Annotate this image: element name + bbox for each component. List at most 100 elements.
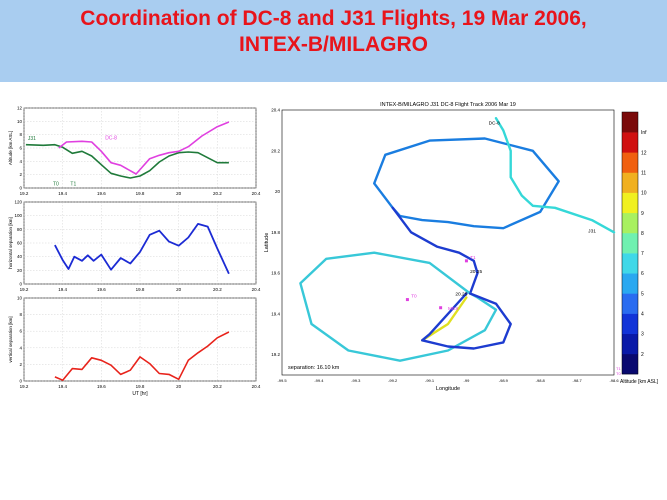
separation-label: separation: 16.10 km — [288, 365, 340, 371]
y-tick-label: 19.4 — [271, 311, 280, 316]
vertical-separation-chart: 19.2 19.4 19.6 19.8 20 20.2 20.4 0 2 4 6 8 10 vertica… — [8, 296, 261, 398]
colorbar-segment — [622, 273, 638, 294]
x-tick-label: 20.2 — [213, 384, 222, 389]
colorbar-tick-label: 8 — [641, 231, 644, 237]
y-tick-label: 0 — [19, 282, 22, 287]
map-point-mex — [439, 306, 443, 310]
x-tick-label: -99.1 — [425, 378, 435, 383]
colorbar-segment — [622, 232, 638, 254]
y-axis-label: Latitude — [264, 233, 270, 253]
colorbar-tick-label: 12 — [641, 150, 647, 156]
series-line-dc-8 — [58, 121, 230, 175]
x-tick-label: 19.4 — [58, 191, 67, 196]
colorbar-tick-label: 2 — [641, 352, 644, 358]
y-tick-label: 2 — [19, 172, 22, 177]
colorbar-tick-label: 6 — [641, 271, 644, 277]
colorbar-tick-label: 10 — [641, 191, 647, 197]
y-tick-label: 40 — [17, 254, 23, 259]
y-tick-label: 100 — [14, 213, 22, 218]
colorbar-tick-label: Inf — [641, 130, 647, 136]
y-tick-label: 20 — [275, 189, 281, 194]
colorbar-segment — [622, 152, 638, 173]
flight-track-j31-east-loop — [421, 292, 512, 350]
map-plot-area — [281, 109, 615, 376]
colorbar-tick-label: 11 — [641, 170, 646, 176]
annotation-label: T1 — [70, 181, 76, 187]
annotation-label: J31 — [28, 136, 36, 142]
altitude-chart: 19.2 19.4 19.6 19.8 20 20.2 20.4 0 2 4 6 8 10 12 Altit… — [8, 106, 261, 197]
y-tick-label: 8 — [19, 132, 22, 137]
y-tick-label: 10 — [17, 119, 23, 124]
x-tick-label: -99.2 — [388, 378, 398, 383]
x-tick-label: 19.4 — [58, 384, 67, 389]
x-axis-label: UT [hr] — [132, 391, 148, 397]
map-annotation: MEX — [448, 306, 459, 312]
figure: 19.2 19.4 19.6 19.8 20 20.2 20.4024681012Altit… — [8, 102, 659, 398]
annotation-label: T0 — [53, 181, 59, 187]
y-tick-label: 12 — [17, 106, 23, 111]
x-tick-label: -99.3 — [351, 378, 361, 383]
y-tick-label: 6 — [19, 329, 22, 334]
colorbar-tick-label: 5 — [641, 291, 644, 297]
x-tick-label: -99.4 — [314, 378, 324, 383]
y-tick-label: 60 — [17, 241, 23, 246]
colorbar-tick-label: 7 — [641, 251, 644, 257]
horizontal-separation-chart: 19.2 19.4 19.6 19.8 20 20.2 20.4 0 20 40 60 80 100 12… — [8, 200, 261, 293]
y-tick-label: 10 — [17, 296, 23, 301]
y-axis-label: horizontal separation [km] — [8, 217, 13, 269]
slide-title: Coordination of DC-8 and J31 Flights, 19… — [0, 6, 667, 58]
x-tick-label: -98.8 — [536, 378, 546, 383]
x-tick-label: 19.8 — [136, 287, 145, 292]
title-banner — [0, 0, 667, 82]
colorbar-segment — [622, 212, 638, 234]
x-tick-label: -98.7 — [573, 378, 583, 383]
flight-track-dc-8-inbound — [494, 117, 616, 234]
x-tick-label: 19.6 — [97, 287, 106, 292]
x-tick-label: 19.8 — [136, 384, 145, 389]
slide-title-line-1: Coordination of DC-8 and J31 Flights, 19… — [80, 7, 587, 30]
y-tick-label: 19.2 — [271, 352, 280, 357]
colorbar-segment — [622, 353, 638, 375]
x-tick-label: 19.4 — [58, 287, 67, 292]
x-tick-label: 20.2 — [213, 191, 222, 196]
x-tick-label: 20.4 — [252, 191, 261, 196]
x-tick-label: 19.2 — [20, 287, 29, 292]
colorbar-segment — [622, 192, 638, 214]
flight-track-dc-8-north-loop — [373, 137, 560, 230]
x-tick-label: 19.6 — [97, 191, 106, 196]
series-line-horizontal — [54, 222, 230, 275]
y-tick-label: 80 — [17, 227, 23, 232]
x-tick-label: -98.9 — [499, 378, 509, 383]
y-tick-label: 8 — [19, 312, 22, 317]
colorbar-segment — [622, 293, 638, 314]
colorbar-segment — [622, 132, 638, 153]
y-tick-label: 20.4 — [271, 108, 280, 113]
x-tick-label: 20 — [176, 287, 182, 292]
y-tick-label: 120 — [14, 200, 22, 205]
colorbar-marker: T0 — [616, 371, 621, 376]
y-tick-label: 0 — [19, 186, 22, 191]
y-axis-label: vertical separation [km] — [8, 316, 13, 362]
x-tick-label: -98.6 — [609, 378, 619, 383]
colorbar-segment — [622, 333, 638, 355]
colorbar-tick-label: 9 — [641, 211, 644, 217]
x-tick-label: 20 — [176, 384, 182, 389]
y-tick-label: 20 — [17, 268, 23, 273]
map-annotation: J31 — [588, 228, 596, 234]
x-tick-label: 20 — [176, 191, 182, 196]
y-tick-label: 20.2 — [271, 148, 280, 153]
colorbar-tick-label: 4 — [641, 312, 644, 318]
y-tick-label: 6 — [19, 146, 22, 151]
colorbar-marker: T1 — [616, 366, 621, 371]
map-annotation: 20.25 — [470, 269, 482, 275]
x-tick-label: 19.2 — [20, 384, 29, 389]
series-line-j31 — [25, 143, 229, 179]
y-tick-label: 2 — [19, 362, 22, 367]
map-annotation: 20.25 — [455, 292, 467, 298]
map-annotation: T0 — [411, 294, 417, 300]
slide-title-line-2: INTEX-B/MILAGRO — [239, 33, 428, 56]
x-axis-label: Longitude — [436, 386, 460, 392]
flight-track-j31-descent — [391, 206, 479, 295]
x-tick-label: 19.8 — [136, 191, 145, 196]
